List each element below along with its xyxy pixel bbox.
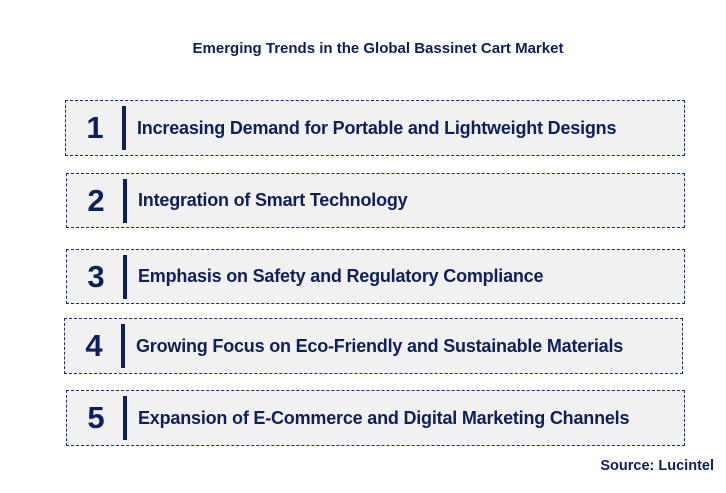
- trend-label: Growing Focus on Eco-Friendly and Sustai…: [136, 335, 624, 356]
- trend-item-4: 4 Growing Focus on Eco-Friendly and Sust…: [64, 318, 683, 374]
- trend-item-3: 3 Emphasis on Safety and Regulatory Comp…: [66, 249, 685, 304]
- trend-number: 2: [87, 182, 105, 218]
- trend-item-1: 1 Increasing Demand for Portable and Lig…: [65, 100, 685, 156]
- trend-label: Integration of Smart Technology: [138, 190, 408, 210]
- trend-number: 5: [87, 400, 105, 435]
- source-credit: Source: Lucintel: [600, 458, 714, 474]
- trend-label: Emphasis on Safety and Regulatory Compli…: [138, 266, 544, 286]
- trend-number: 3: [87, 258, 105, 294]
- divider-bar: [121, 324, 125, 368]
- trend-item-2: 2 Integration of Smart Technology: [66, 173, 685, 228]
- trend-number: 4: [85, 328, 103, 363]
- trend-label: Increasing Demand for Portable and Light…: [137, 117, 617, 138]
- divider-bar: [123, 178, 127, 223]
- diagram-title: Emerging Trends in the Global Bassinet C…: [192, 40, 564, 57]
- trend-item-5: 5 Expansion of E-Commerce and Digital Ma…: [66, 390, 685, 446]
- trend-number: 1: [86, 110, 104, 145]
- divider-bar: [123, 254, 127, 299]
- divider-bar: [122, 106, 126, 150]
- divider-bar: [123, 396, 127, 440]
- trend-label: Expansion of E-Commerce and Digital Mark…: [138, 407, 630, 428]
